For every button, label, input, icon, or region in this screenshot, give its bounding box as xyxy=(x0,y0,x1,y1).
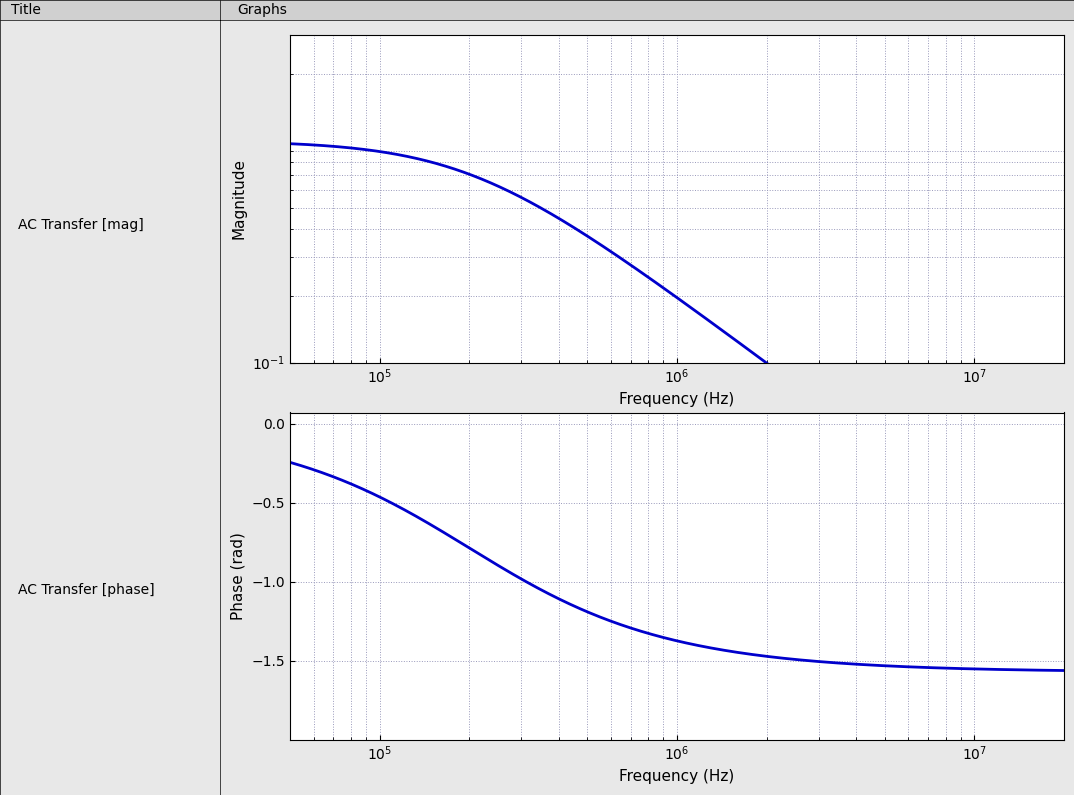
X-axis label: Frequency (Hz): Frequency (Hz) xyxy=(620,391,735,406)
Y-axis label: Phase (rad): Phase (rad) xyxy=(231,533,246,620)
Text: AC Transfer [mag]: AC Transfer [mag] xyxy=(17,219,143,232)
Text: Title: Title xyxy=(11,3,41,17)
Y-axis label: Magnitude: Magnitude xyxy=(231,158,246,239)
Text: AC Transfer [phase]: AC Transfer [phase] xyxy=(17,583,155,596)
Text: Graphs: Graphs xyxy=(237,3,287,17)
X-axis label: Frequency (Hz): Frequency (Hz) xyxy=(620,769,735,784)
